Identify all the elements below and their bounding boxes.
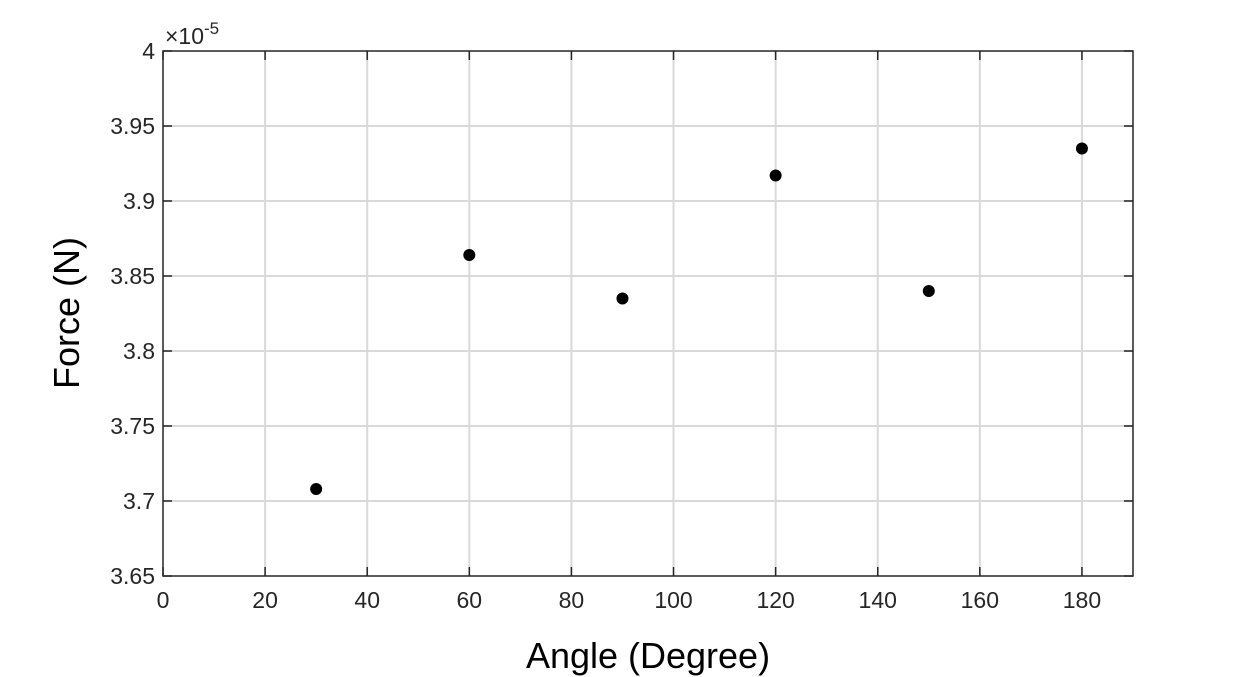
tick-marks <box>162 50 1133 577</box>
y-tick-labels: 3.65 3.7 3.75 3.8 3.85 3.9 3.95 4 <box>110 38 155 589</box>
x-tick-label: 100 <box>654 587 692 613</box>
y-axis-label: Force (N) <box>46 237 87 389</box>
data-point <box>463 249 476 261</box>
y-tick-label: 3.7 <box>123 488 155 514</box>
x-tick-label: 60 <box>457 587 483 613</box>
y-tick-label: 3.65 <box>110 563 155 589</box>
x-tick-label: 20 <box>252 587 278 613</box>
x-axis-label: Angle (Degree) <box>526 635 770 676</box>
y-tick-label: 3.75 <box>110 413 155 439</box>
y-tick-label: 4 <box>142 38 155 64</box>
data-point <box>310 483 323 495</box>
data-points <box>310 142 1088 495</box>
x-tick-label: 40 <box>354 587 380 613</box>
data-point <box>922 285 935 297</box>
x-tick-labels: 0 20 40 60 80 100 120 140 160 180 <box>157 587 1102 613</box>
data-point <box>616 292 629 305</box>
y-tick-label: 3.95 <box>110 113 155 139</box>
y-tick-label: 3.85 <box>110 263 155 289</box>
y-exponent-label: ×10-5 <box>165 19 219 49</box>
x-tick-label: 140 <box>859 587 897 613</box>
x-tick-label: 160 <box>961 587 999 613</box>
x-tick-label: 80 <box>559 587 585 613</box>
x-tick-label: 0 <box>157 587 170 613</box>
x-tick-label: 180 <box>1063 587 1101 613</box>
y-tick-label: 3.9 <box>123 188 155 214</box>
y-tick-label: 3.8 <box>123 338 155 364</box>
y-exponent-power: -5 <box>204 19 219 38</box>
data-point <box>769 169 782 182</box>
y-exponent-multiplier: ×10 <box>165 23 204 49</box>
x-tick-label: 120 <box>756 587 794 613</box>
plot-area-frame <box>162 50 1134 577</box>
grid-lines <box>163 51 1133 576</box>
data-point <box>1075 142 1088 155</box>
